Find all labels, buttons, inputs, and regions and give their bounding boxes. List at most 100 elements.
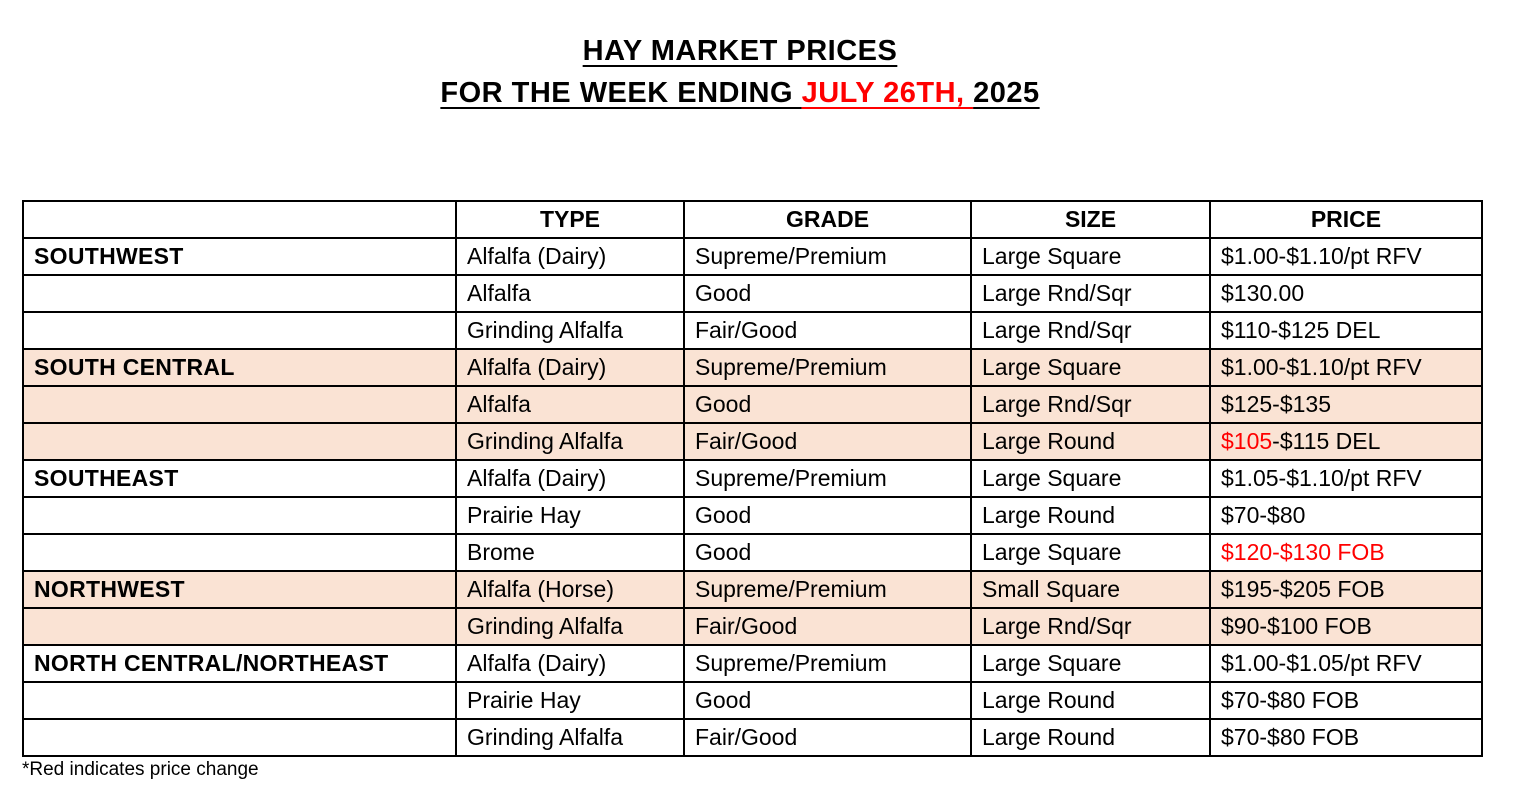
price-segment: $70-$80 FOB — [1221, 687, 1360, 713]
table-row: SOUTHWEST Alfalfa (Dairy) Supreme/Premium L… — [22, 237, 1483, 276]
price-cell: $70-$80 — [1209, 496, 1483, 535]
price-segment: $130.00 — [1221, 280, 1305, 306]
grade-cell: Fair/Good — [683, 311, 972, 350]
price-segment-changed: $105 — [1221, 428, 1273, 454]
hay-table-body: SOUTHWEST Alfalfa (Dairy) Supreme/Premium L… — [22, 237, 1483, 757]
red-price-change-footnote: *Red indicates price change — [22, 759, 259, 780]
grade-cell: Fair/Good — [683, 422, 972, 461]
type-cell: Grinding Alfalfa — [455, 718, 685, 757]
grade-cell: Supreme/Premium — [683, 459, 972, 498]
region-cell — [22, 422, 457, 461]
size-cell: Large Round — [970, 496, 1211, 535]
price-cell: $90-$100 FOB — [1209, 607, 1483, 646]
table-row: Brome Good Large Square $120-$130 FOB — [22, 533, 1483, 572]
size-cell: Large Round — [970, 681, 1211, 720]
table-row: Alfalfa Good Large Rnd/Sqr $125-$135 — [22, 385, 1483, 424]
week-ending-date-highlight: JULY 26TH, — [801, 77, 974, 109]
price-cell: $1.00-$1.10/pt RFV — [1209, 237, 1483, 276]
grade-cell: Supreme/Premium — [683, 570, 972, 609]
type-cell: Alfalfa (Dairy) — [455, 348, 685, 387]
region-cell: NORTHWEST — [22, 570, 457, 609]
price-cell: $105-$115 DEL — [1209, 422, 1483, 461]
region-cell — [22, 496, 457, 535]
grade-cell: Good — [683, 533, 972, 572]
region-cell — [22, 607, 457, 646]
grade-cell: Supreme/Premium — [683, 644, 972, 683]
price-segment: $1.00-$1.05/pt RFV — [1221, 650, 1422, 676]
week-ending-year: 2025 — [973, 77, 1040, 109]
price-cell: $130.00 — [1209, 274, 1483, 313]
region-cell — [22, 385, 457, 424]
report-title-text: HAY MARKET PRICES — [582, 35, 898, 67]
table-row: SOUTH CENTRAL Alfalfa (Dairy) Supreme/Prem… — [22, 348, 1483, 387]
price-segment: $1.00-$1.10/pt RFV — [1221, 243, 1422, 269]
size-cell: Large Square — [970, 459, 1211, 498]
type-cell: Prairie Hay — [455, 681, 685, 720]
table-row: Grinding Alfalfa Fair/Good Large Rnd/Sqr $1… — [22, 311, 1483, 350]
table-row: Alfalfa Good Large Rnd/Sqr $130.00 — [22, 274, 1483, 313]
price-segment: $110-$125 DEL — [1221, 317, 1381, 343]
type-cell: Alfalfa (Horse) — [455, 570, 685, 609]
price-cell: $1.05-$1.10/pt RFV — [1209, 459, 1483, 498]
size-cell: Large Square — [970, 237, 1211, 276]
price-segment-changed: $120-$130 FOB — [1221, 539, 1385, 565]
type-cell: Alfalfa — [455, 385, 685, 424]
size-cell: Small Square — [970, 570, 1211, 609]
price-cell: $1.00-$1.05/pt RFV — [1209, 644, 1483, 683]
grade-cell: Supreme/Premium — [683, 237, 972, 276]
price-cell: $125-$135 — [1209, 385, 1483, 424]
region-cell — [22, 718, 457, 757]
grade-cell: Good — [683, 496, 972, 535]
grade-cell: Supreme/Premium — [683, 348, 972, 387]
region-cell: SOUTHEAST — [22, 459, 457, 498]
grade-cell: Fair/Good — [683, 718, 972, 757]
table-row: Grinding Alfalfa Fair/Good Large Round $105… — [22, 422, 1483, 461]
size-cell: Large Square — [970, 348, 1211, 387]
region-cell — [22, 274, 457, 313]
region-cell: NORTH CENTRAL/NORTHEAST — [22, 644, 457, 683]
table-header-row: TYPE GRADE SIZE PRICE — [22, 200, 1483, 239]
grade-cell: Good — [683, 681, 972, 720]
price-cell: $195-$205 FOB — [1209, 570, 1483, 609]
column-header-size: SIZE — [970, 200, 1211, 239]
table-row: Prairie Hay Good Large Round $70-$80 FOB — [22, 681, 1483, 720]
price-cell: $1.00-$1.10/pt RFV — [1209, 348, 1483, 387]
region-cell — [22, 533, 457, 572]
price-segment: $125-$135 — [1221, 391, 1331, 417]
column-header-price: PRICE — [1209, 200, 1483, 239]
size-cell: Large Round — [970, 718, 1211, 757]
type-cell: Brome — [455, 533, 685, 572]
price-segment: $90-$100 FOB — [1221, 613, 1372, 639]
table-row: Prairie Hay Good Large Round $70-$80 — [22, 496, 1483, 535]
hay-prices-table: TYPE GRADE SIZE PRICE SOUTHWEST Alfalfa (… — [22, 200, 1483, 757]
type-cell: Alfalfa — [455, 274, 685, 313]
price-cell: $110-$125 DEL — [1209, 311, 1483, 350]
region-cell: SOUTHWEST — [22, 237, 457, 276]
report-title-line2: FOR THE WEEK ENDING JULY 26TH, 2025 — [0, 72, 1480, 114]
price-segment: $1.00-$1.10/pt RFV — [1221, 354, 1422, 380]
size-cell: Large Rnd/Sqr — [970, 607, 1211, 646]
grade-cell: Good — [683, 274, 972, 313]
table-row: Grinding Alfalfa Fair/Good Large Rnd/Sqr $9… — [22, 607, 1483, 646]
table-row: Grinding Alfalfa Fair/Good Large Round $70-… — [22, 718, 1483, 757]
price-cell: $70-$80 FOB — [1209, 681, 1483, 720]
week-ending-label: FOR THE WEEK ENDING — [440, 77, 802, 109]
table-row: NORTH CENTRAL/NORTHEAST Alfalfa (Dairy) Su… — [22, 644, 1483, 683]
price-segment: $1.05-$1.10/pt RFV — [1221, 465, 1422, 491]
report-header: HAY MARKET PRICES FOR THE WEEK ENDING JU… — [0, 30, 1480, 114]
type-cell: Grinding Alfalfa — [455, 607, 685, 646]
size-cell: Large Square — [970, 533, 1211, 572]
size-cell: Large Round — [970, 422, 1211, 461]
column-header-type: TYPE — [455, 200, 685, 239]
table-row: NORTHWEST Alfalfa (Horse) Supreme/Premium S… — [22, 570, 1483, 609]
column-header-grade: GRADE — [683, 200, 972, 239]
region-cell: SOUTH CENTRAL — [22, 348, 457, 387]
price-cell: $120-$130 FOB — [1209, 533, 1483, 572]
type-cell: Grinding Alfalfa — [455, 311, 685, 350]
size-cell: Large Rnd/Sqr — [970, 274, 1211, 313]
size-cell: Large Rnd/Sqr — [970, 311, 1211, 350]
price-cell: $70-$80 FOB — [1209, 718, 1483, 757]
type-cell: Grinding Alfalfa — [455, 422, 685, 461]
hay-prices-table-container: TYPE GRADE SIZE PRICE SOUTHWEST Alfalfa (… — [22, 200, 1483, 757]
